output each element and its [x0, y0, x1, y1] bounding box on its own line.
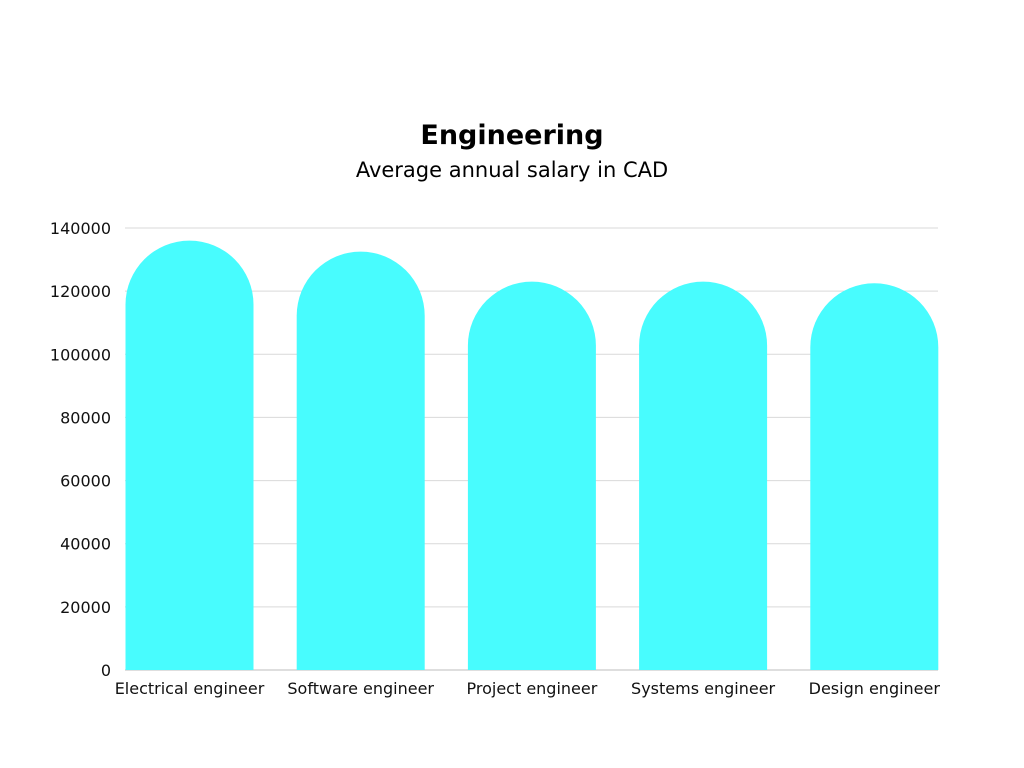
y-tick-label: 60000 — [60, 472, 111, 491]
y-tick-label: 120000 — [50, 282, 111, 301]
x-category-label: Project engineer — [466, 679, 597, 698]
chart-subtitle: Average annual salary in CAD — [355, 158, 669, 182]
x-category-label: Software engineer — [287, 679, 434, 698]
y-axis-ticks: 0 20000 40000 60000 80000 100000 120000 140000 — [50, 219, 111, 680]
x-category-label: Systems engineer — [631, 679, 776, 698]
bar-systems-engineer — [639, 281, 768, 670]
x-category-label: Design engineer — [809, 679, 941, 698]
x-axis-labels: Electrical engineer Software engineer Proj… — [115, 679, 941, 698]
bar-design-engineer — [810, 283, 939, 670]
y-tick-label: 40000 — [60, 535, 111, 554]
bar-software-engineer — [296, 251, 425, 670]
x-category-label: Electrical engineer — [115, 679, 265, 698]
y-tick-label: 80000 — [60, 408, 111, 427]
y-tick-label: 0 — [101, 661, 111, 680]
y-tick-label: 100000 — [50, 345, 111, 364]
y-tick-label: 140000 — [50, 219, 111, 238]
bar-electrical-engineer — [125, 240, 254, 670]
bars — [125, 240, 939, 670]
chart-header: Engineering Average annual salary in CAD — [0, 116, 1024, 184]
chart-title: Engineering — [420, 120, 604, 151]
y-tick-label: 20000 — [60, 598, 111, 617]
bar-project-engineer — [467, 281, 596, 670]
